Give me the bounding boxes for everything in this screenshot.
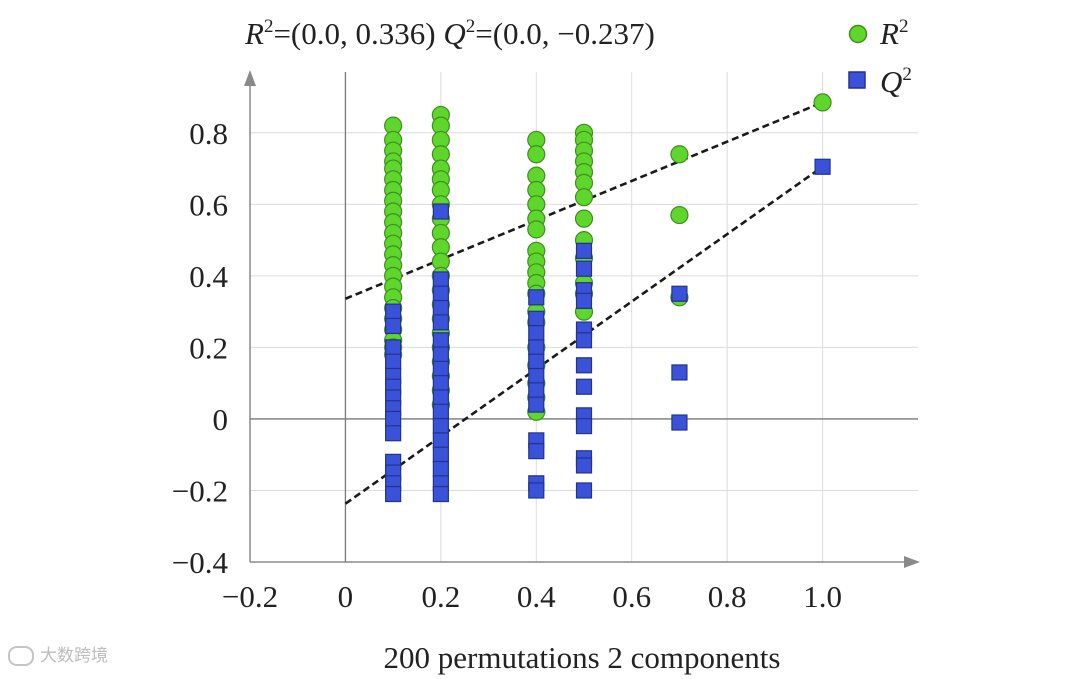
point-q2-15	[432, 271, 449, 288]
x-tick-label-2: 0.2	[421, 579, 460, 614]
point-q2-49	[575, 357, 593, 374]
point-q2-23	[432, 389, 449, 406]
point-q2-36	[528, 367, 545, 385]
y-tick-label-4: 0.4	[189, 259, 228, 294]
point-q2-57	[671, 364, 688, 381]
point-r2-78	[670, 205, 689, 225]
x-tick-label-6: 1.0	[803, 579, 842, 614]
point-q2-9	[385, 425, 402, 442]
point-q2-20	[432, 346, 449, 363]
point-q2-58	[671, 414, 688, 431]
point-q2-37	[528, 382, 545, 399]
y-tick-label-2: 0	[213, 402, 229, 437]
chart-title: R2=(0.0, 0.336) Q2=(0.0, −0.237)	[244, 16, 655, 51]
y-tick-label-0: −0.4	[172, 545, 229, 580]
point-q2-18	[432, 314, 449, 331]
point-q2-21	[432, 360, 449, 377]
legend-r2-marker	[848, 24, 868, 44]
point-q2-28	[432, 460, 449, 478]
y-tick-label-3: 0.2	[189, 330, 228, 365]
point-q2-33	[528, 324, 545, 342]
point-q2-38	[528, 396, 545, 413]
watermark: 大数跨境	[8, 641, 108, 666]
point-q2-52	[575, 417, 593, 435]
point-r2-80	[813, 93, 832, 112]
point-q2-25	[432, 417, 449, 435]
watermark-logo-icon	[8, 646, 34, 666]
point-q2-46	[575, 292, 593, 310]
point-q2-17	[432, 299, 449, 317]
point-q2-50	[575, 378, 593, 395]
tick-labels: −0.4−0.200.20.40.60.8−0.2 0 0.2 0.4 0.6 0.8 1.…	[172, 116, 842, 614]
y-tick-label-6: 0.8	[189, 116, 228, 151]
point-q2-8	[385, 410, 402, 428]
point-q2-30	[432, 485, 449, 503]
legend: R2 Q2	[848, 16, 912, 99]
point-q2-59	[814, 158, 831, 175]
x-tick-label-5: 0.8	[708, 579, 747, 614]
point-q2-40	[528, 443, 545, 460]
y-tick-label-1: −0.2	[172, 473, 228, 508]
point-r2-51	[527, 220, 546, 239]
x-tick-label-4: 0.6	[612, 579, 651, 614]
legend-q2-label: Q2	[880, 64, 912, 99]
point-q2-48	[575, 332, 593, 349]
point-q2-54	[575, 457, 593, 474]
point-q2-14	[432, 203, 449, 220]
point-r2-77	[670, 145, 689, 164]
x-axis-arrow	[904, 556, 920, 568]
point-q2-1	[385, 317, 402, 335]
point-q2-24	[432, 403, 449, 420]
y-tick-label-5: 0.6	[189, 187, 228, 222]
legend-q2-marker	[848, 71, 866, 89]
point-q2-56	[671, 285, 688, 302]
legend-r2-label: R2	[879, 16, 908, 51]
point-q2-22	[432, 375, 449, 392]
point-r2-71	[574, 209, 594, 228]
point-q2-31	[528, 289, 545, 306]
x-tick-label-1: 0	[338, 579, 354, 614]
point-q2-13	[385, 485, 402, 503]
point-q2-32	[528, 310, 545, 327]
data-points	[384, 93, 832, 503]
point-q2-42	[528, 482, 545, 499]
point-q2-34	[528, 339, 545, 356]
point-q2-0	[385, 303, 402, 320]
point-q2-44	[575, 260, 593, 277]
x-tick-label-0: −0.2	[222, 579, 278, 614]
point-q2-55	[575, 482, 593, 499]
point-q2-35	[528, 353, 545, 370]
point-q2-16	[432, 285, 449, 302]
x-axis-label: 200 permutations 2 components	[384, 640, 781, 675]
x-tick-label-3: 0.4	[517, 579, 556, 614]
point-q2-26	[432, 432, 449, 449]
point-q2-27	[432, 446, 449, 463]
point-q2-19	[432, 332, 449, 349]
point-r2-70	[574, 188, 594, 207]
watermark-text: 大数跨境	[40, 646, 108, 666]
point-q2-3	[385, 353, 402, 370]
point-r2-46	[527, 145, 546, 164]
y-axis-arrow	[244, 70, 256, 86]
point-q2-43	[575, 242, 593, 259]
point-q2-2	[385, 339, 402, 356]
